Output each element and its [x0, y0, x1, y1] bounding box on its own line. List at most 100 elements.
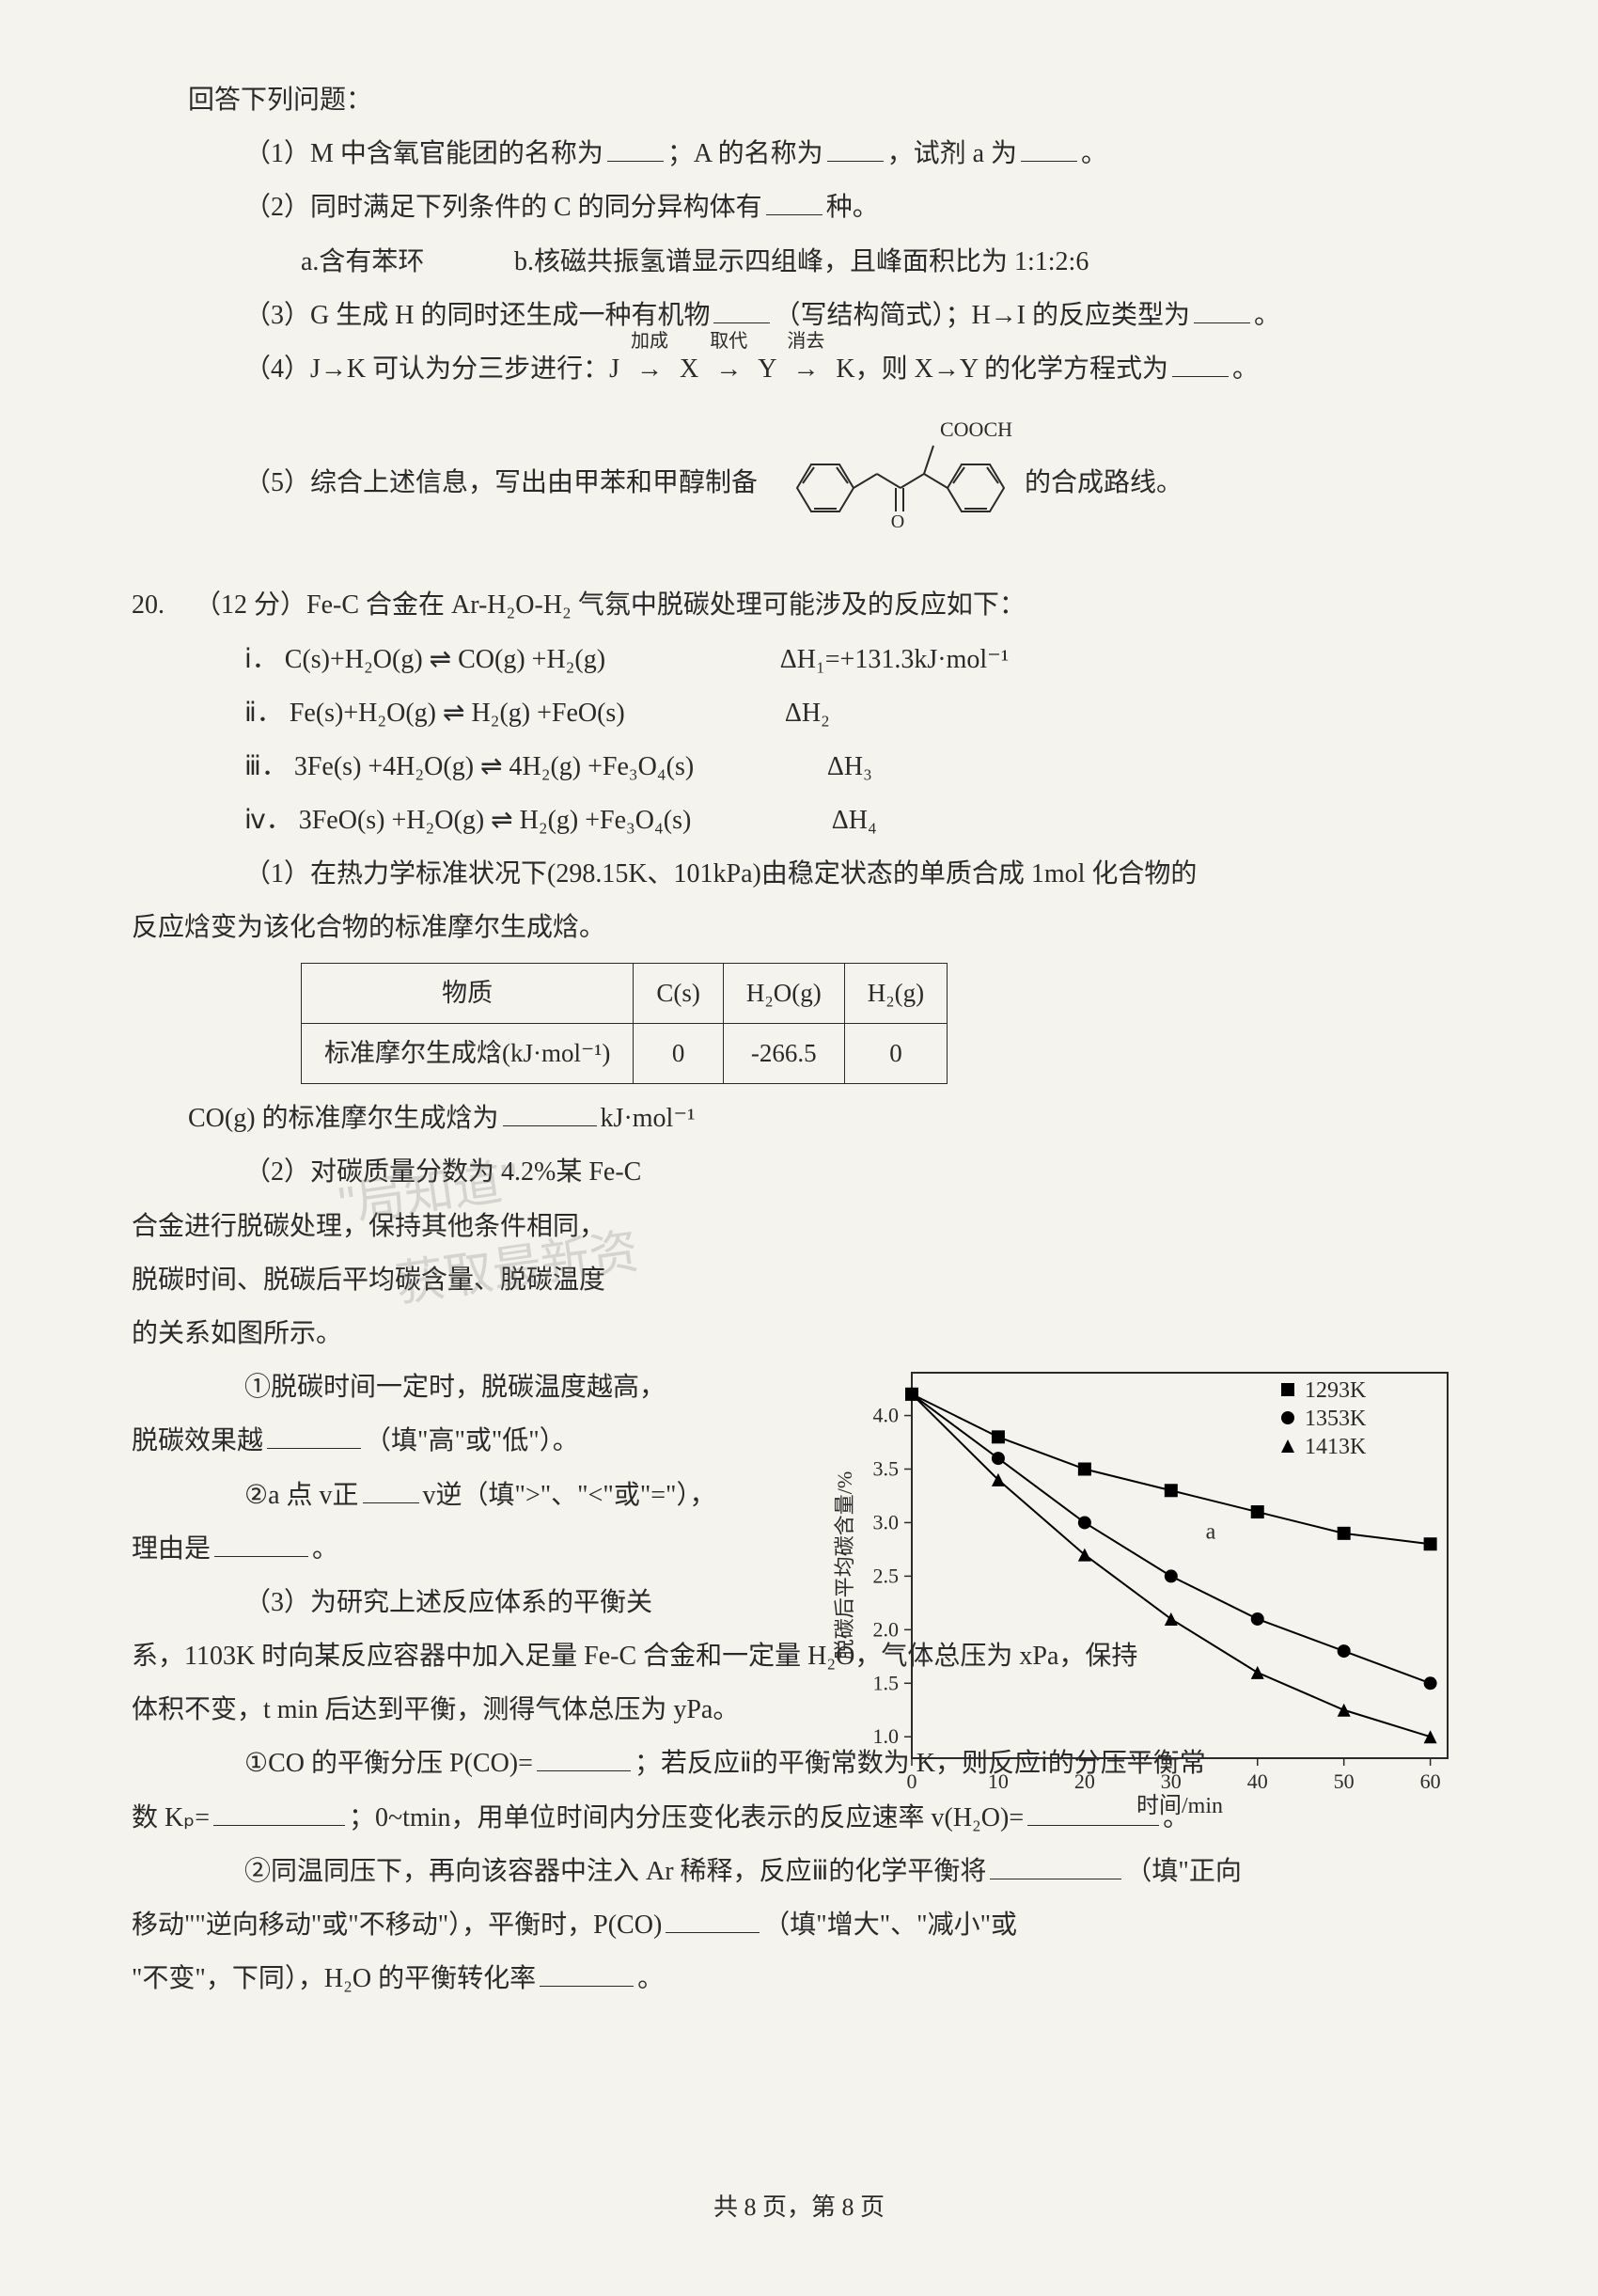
svg-text:时间/min: 时间/min	[1136, 1793, 1223, 1818]
td-h2o: -266.5	[723, 1023, 844, 1083]
co-prefix: CO(g) 的标准摩尔生成焓为	[188, 1104, 499, 1133]
blank	[214, 1525, 308, 1557]
eq4: ⅳ． 3FeO(s) +H₂O(g) ⇌ H₂(g) +Fe₃O₄(s) ΔH₄	[132, 795, 1466, 845]
eq-body: Fe(s)+H₂O(g) ⇌ H₂(g) +FeO(s)	[290, 688, 778, 738]
td-c: 0	[634, 1023, 724, 1083]
p2-line4: 的关系如图所示。	[132, 1309, 827, 1359]
svg-text:40: 40	[1247, 1769, 1268, 1793]
arrow-add: 加成→	[626, 344, 673, 394]
svg-text:60: 60	[1420, 1769, 1441, 1793]
svg-text:20: 20	[1074, 1769, 1095, 1793]
svg-text:3.0: 3.0	[873, 1510, 900, 1533]
eq3: ⅲ． 3Fe(s) +4H₂O(g) ⇌ 4H₂(g) +Fe₃O₄(s) ΔH…	[132, 742, 1466, 792]
p2-line3: 脱碳时间、脱碳后平均碳含量、脱碳温度	[132, 1255, 827, 1305]
blank	[666, 1901, 760, 1933]
structural-formula: O COOCH₃	[769, 413, 1013, 552]
text: （填"增大"、"减小"或	[763, 1911, 1017, 1940]
eq2: ⅱ． Fe(s)+H₂O(g) ⇌ H₂(g) +FeO(s) ΔH₂	[132, 688, 1466, 738]
blank	[537, 1740, 631, 1772]
p1-line1: （1）在热力学标准状况下(298.15K、101kPa)由稳定状态的单质合成 1…	[132, 849, 1466, 899]
text: 数 Kₚ=	[132, 1803, 210, 1832]
blank	[990, 1848, 1121, 1879]
blank	[713, 291, 770, 323]
enthalpy-table: 物质 C(s) H₂O(g) H₂(g) 标准摩尔生成焓(kJ·mol⁻¹) 0…	[301, 963, 948, 1085]
page-footer: 共 8 页，第 8 页	[0, 2184, 1598, 2230]
blank	[540, 1956, 634, 1988]
q2-opt-a: a.含有苯环	[301, 237, 508, 287]
q4-k: K，则 X→Y 的化学方程式为	[836, 354, 1168, 384]
q2-line1-prefix: （2）同时满足下列条件的 C 的同分异构体有	[244, 193, 762, 222]
table-row: 标准摩尔生成焓(kJ·mol⁻¹) 0 -266.5 0	[302, 1023, 948, 1083]
p2-sub1-line2: 脱碳效果越（填"高"或"低"）。	[132, 1416, 827, 1466]
blank	[213, 1794, 345, 1826]
q1-line: （1）M 中含氧官能团的名称为；A 的名称为，试剂 a 为。	[132, 129, 1466, 179]
q20-points: （12 分）Fe-C 合金在 Ar-H₂O-H₂ 气氛中脱碳处理可能涉及的反应如…	[195, 590, 1026, 620]
text: ②a 点 v正	[244, 1481, 359, 1510]
text: "不变"，下同），H₂O 的平衡转化率	[132, 1964, 536, 1993]
text: 。	[637, 1964, 664, 1993]
p2-sub2: ②a 点 v正 v逆（填">"、"<"或"="），	[132, 1470, 827, 1520]
q2-line1-suffix: 种。	[826, 193, 879, 222]
table-row: 物质 C(s) H₂O(g) H₂(g)	[302, 963, 948, 1023]
eq-dh: ΔH₄	[832, 806, 877, 835]
svg-text:a: a	[1206, 1520, 1216, 1545]
text: 移动""逆向移动"或"不移动"），平衡时，P(CO)	[132, 1911, 662, 1940]
eq-dh: ΔH₂	[785, 699, 830, 728]
eq-label: ⅱ．	[244, 699, 283, 728]
q5-suffix: 的合成路线。	[1025, 458, 1183, 508]
text: 。	[312, 1534, 338, 1564]
svg-text:50: 50	[1334, 1769, 1355, 1793]
eq-label: ⅰ．	[244, 645, 278, 674]
text: （填"正向	[1125, 1857, 1241, 1886]
eq-dh: ΔH₁=+131.3kJ·mol⁻¹	[780, 645, 1010, 674]
q4-x: X	[680, 354, 698, 384]
svg-text:1353K: 1353K	[1305, 1407, 1367, 1431]
td-label: 标准摩尔生成焓(kJ·mol⁻¹)	[302, 1023, 634, 1083]
arrow-elim: 消去→	[782, 344, 829, 394]
svg-text:10: 10	[988, 1769, 1009, 1793]
q20-heading: 20. （12 分）Fe-C 合金在 Ar-H₂O-H₂ 气氛中脱碳处理可能涉及…	[132, 580, 1466, 630]
p2-line2: 合金进行脱碳处理，保持其他条件相同，	[132, 1202, 827, 1251]
eq-body: 3Fe(s) +4H₂O(g) ⇌ 4H₂(g) +Fe₃O₄(s)	[294, 742, 821, 792]
svg-text:0: 0	[907, 1769, 917, 1793]
p3-sub2-line1: ②同温同压下，再向该容器中注入 Ar 稀释，反应ⅲ的化学平衡将 （填"正向	[132, 1847, 1466, 1896]
eq-label: ⅲ．	[244, 752, 288, 781]
q1-mid2: ，试剂 a 为	[887, 139, 1017, 168]
blank	[503, 1095, 597, 1127]
co-line: CO(g) 的标准摩尔生成焓为 kJ·mol⁻¹	[132, 1093, 1466, 1143]
eq-dh: ΔH₃	[827, 752, 872, 781]
blank	[267, 1418, 361, 1450]
q4-line: （4）J→K 可认为分三步进行：J 加成→ X 取代→ Y 消去→ K，则 X→…	[132, 344, 1466, 394]
formula-label: COOCH₃	[940, 417, 1013, 441]
blank	[363, 1471, 419, 1503]
p3-sub2-line3: "不变"，下同），H₂O 的平衡转化率 。	[132, 1954, 1466, 2004]
th-h2o: H₂O(g)	[723, 963, 844, 1023]
svg-text:O: O	[891, 511, 904, 532]
q2-line1: （2）同时满足下列条件的 C 的同分异构体有 种。	[132, 182, 1466, 232]
text: ②同温同压下，再向该容器中注入 Ar 稀释，反应ⅲ的化学平衡将	[244, 1857, 986, 1886]
svg-text:4.0: 4.0	[873, 1404, 900, 1427]
q3-suffix: 。	[1254, 301, 1280, 330]
q20-number: 20.	[132, 580, 188, 630]
co-suffix: kJ·mol⁻¹	[601, 1104, 696, 1133]
th-h2: H₂(g)	[844, 963, 947, 1023]
blank	[1021, 131, 1077, 163]
svg-text:1413K: 1413K	[1305, 1435, 1367, 1459]
arrow-sub: 取代→	[705, 344, 752, 394]
td-h2: 0	[844, 1023, 947, 1083]
svg-text:脱碳后平均碳含量/%: 脱碳后平均碳含量/%	[833, 1471, 856, 1659]
q1-mid1: ；A 的名称为	[667, 139, 823, 168]
q2-options: a.含有苯环 b.核磁共振氢谱显示四组峰，且峰面积比为 1:1:2:6	[132, 237, 1466, 287]
q4-y: Y	[758, 354, 776, 384]
text: v逆（填">"、"<"或"="），	[423, 1481, 716, 1510]
p2-line1: （2）对碳质量分数为 4.2%某 Fe-C	[132, 1147, 827, 1197]
blank	[1194, 291, 1250, 323]
blank	[827, 131, 884, 163]
blank	[766, 184, 822, 216]
svg-text:1.5: 1.5	[873, 1671, 900, 1694]
p2-reason: 理由是。	[132, 1524, 827, 1574]
eq1: ⅰ． C(s)+H₂O(g) ⇌ CO(g) +H₂(g) ΔH₁=+131.3…	[132, 635, 1466, 684]
q5-row: （5）综合上述信息，写出由甲苯和甲醇制备	[132, 413, 1466, 552]
p2-sub1-line1: ①脱碳时间一定时，脱碳温度越高，	[132, 1362, 827, 1412]
svg-text:1293K: 1293K	[1305, 1378, 1367, 1403]
